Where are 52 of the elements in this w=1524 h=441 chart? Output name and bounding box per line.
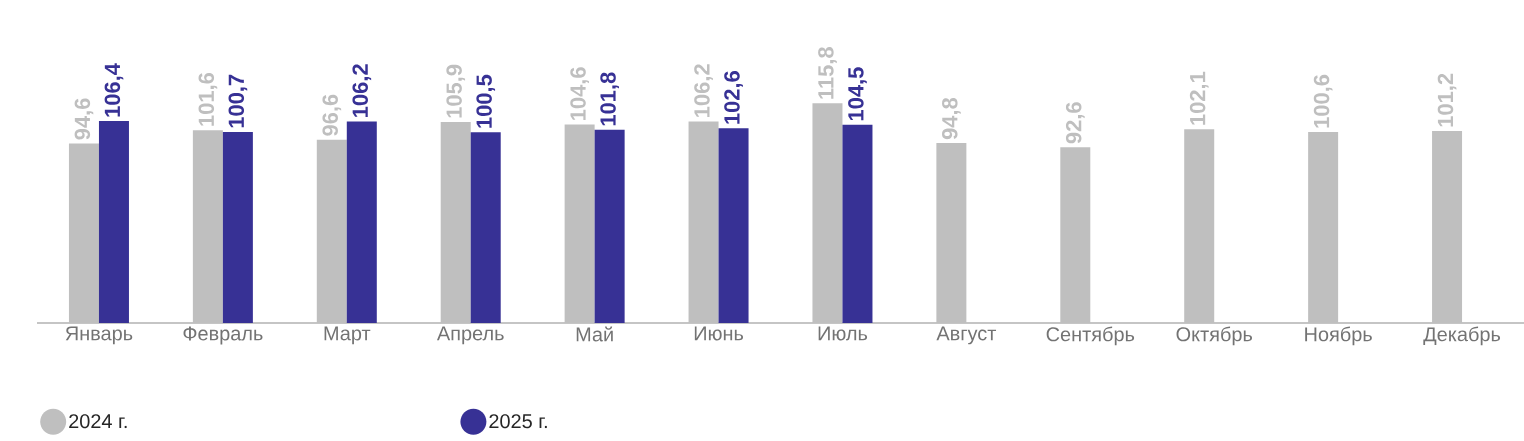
x-tick-label: Июнь [694, 326, 744, 341]
bar [470, 132, 501, 323]
x-tick-label: Январь [65, 326, 133, 345]
x-tick-label: Февраль [183, 326, 263, 345]
bar [316, 139, 347, 323]
data-label: 101,2 [1437, 73, 1457, 127]
bar [346, 121, 377, 323]
data-label: 106,2 [694, 64, 713, 117]
x-tick-label: Март [324, 326, 371, 345]
data-label: 102,1 [1189, 71, 1209, 125]
bar [594, 129, 625, 323]
bar [1184, 129, 1215, 323]
legend-label: 2024 г. [69, 414, 127, 429]
x-tick-label: Май [576, 326, 613, 342]
bar [98, 121, 129, 323]
data-label: 102,6 [724, 71, 743, 124]
bar [842, 124, 873, 323]
data-label: 100,7 [228, 74, 248, 128]
x-tick-label: Август [936, 326, 997, 345]
data-label: 94,8 [942, 97, 961, 140]
x-tick-label: Сентябрь [1046, 326, 1135, 346]
data-label: 101,6 [198, 72, 218, 126]
bar [1432, 130, 1463, 323]
bar [222, 131, 253, 323]
bar [1060, 147, 1091, 323]
data-label: 100,5 [476, 74, 496, 128]
x-tick-label: Октябрь [1176, 326, 1253, 346]
x-tick-label: Июль [818, 326, 868, 341]
data-label: 100,6 [1313, 74, 1333, 128]
bar [564, 124, 595, 323]
bar [718, 128, 749, 323]
bar [68, 143, 99, 323]
data-label: 106,2 [352, 64, 372, 117]
data-label: 104,6 [570, 67, 589, 120]
data-label: 106,4 [104, 63, 124, 117]
data-label: 96,6 [322, 94, 342, 136]
bar [192, 130, 223, 323]
data-label: 94,6 [74, 98, 94, 140]
bar [1308, 132, 1339, 323]
x-tick-label: Ноябрь [1305, 326, 1372, 346]
data-label: 115,8 [818, 47, 837, 99]
x-tick-label: Декабрь [1423, 326, 1501, 346]
data-label: 92,6 [1065, 102, 1085, 144]
data-label: 105,9 [446, 64, 466, 118]
bar [936, 143, 967, 323]
legend-label: 2025 г. [489, 414, 547, 429]
bar [812, 103, 843, 323]
bar [440, 122, 471, 323]
data-label: 104,5 [848, 67, 867, 121]
data-label: 101,8 [600, 72, 619, 126]
x-tick-label: Апрель [436, 326, 504, 345]
bar [688, 121, 719, 323]
